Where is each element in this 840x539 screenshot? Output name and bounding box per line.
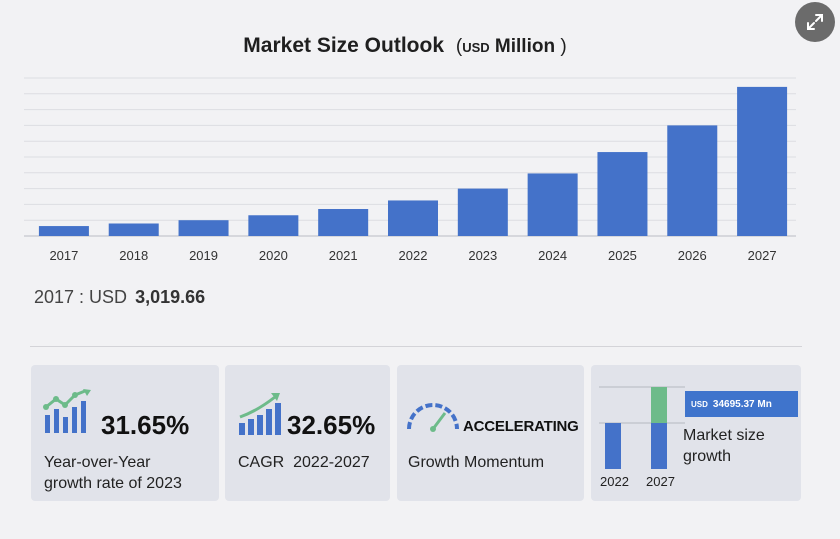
growth-chart-icon [43, 389, 91, 433]
divider [30, 346, 802, 347]
mini-bar-2022 [605, 423, 621, 469]
size-year-start: 2022 [600, 474, 629, 489]
cagr-card: 32.65% CAGR 2022-2027 [225, 365, 390, 501]
size-growth-badge: USD 34695.37 Mn [685, 391, 798, 417]
chart-title-text: Market Size Outlook [243, 34, 445, 57]
bar-2017 [38, 226, 89, 236]
x-tick-label: 2017 [49, 248, 78, 263]
yoy-label-line2: growth rate of 2023 [44, 475, 182, 492]
trend-up-icon [239, 393, 281, 435]
x-tick-label: 2021 [329, 248, 358, 263]
x-tick-label: 2018 [119, 248, 148, 263]
badge-unit: USD [691, 399, 708, 409]
x-tick-label: 2025 [608, 248, 637, 263]
momentum-value: ACCELERATING [463, 418, 579, 435]
bar-2023 [457, 188, 508, 236]
size-growth-card: 2022 2027 [591, 365, 801, 501]
x-tick-label: 2027 [748, 248, 777, 263]
momentum-card: ACCELERATING Growth Momentum [397, 365, 584, 501]
bar-2025 [597, 152, 648, 236]
bar-2027 [737, 86, 788, 236]
x-tick-label: 2020 [259, 248, 288, 263]
bar-2024 [527, 173, 578, 236]
bar-chart: 2017 2018 2019 2020 2021 2022 2023 2024 2025 2026… [24, 77, 796, 263]
size-growth-label-line2: growth [683, 448, 732, 465]
chart-title-unit: (USD Million ) [455, 36, 567, 57]
yoy-label-line1: Year-over-Year [44, 454, 151, 471]
size-growth-label-line1: Market size [683, 427, 765, 444]
x-tick-label: 2024 [538, 248, 567, 263]
badge-value: 34695.37 Mn [712, 398, 772, 410]
x-tick-label: 2023 [468, 248, 497, 263]
size-growth-mini-chart [599, 386, 685, 469]
yoy-value: 31.65% [101, 410, 190, 440]
size-year-end: 2027 [646, 474, 675, 489]
yoy-card: 31.65% Year-over-Year growth rate of 202… [31, 365, 219, 501]
bar-2019 [178, 220, 229, 236]
expand-button[interactable] [795, 2, 835, 42]
mini-bar-2027 [651, 423, 667, 469]
first-year-number: 3,019.66 [135, 287, 206, 307]
mini-bar-growth [651, 387, 667, 423]
bar-2018 [108, 223, 159, 236]
momentum-label: Growth Momentum [408, 454, 545, 471]
x-tick-label: 2022 [399, 248, 428, 263]
x-tick-label: 2026 [678, 248, 707, 263]
first-year-label: 2017 : USD [34, 287, 128, 307]
bar-2026 [667, 125, 718, 236]
size-growth-label: Market size growth [683, 425, 765, 467]
title-unit-prefix: USD [462, 40, 490, 55]
first-year-value: 2017 : USD 3,019.66 [34, 287, 205, 308]
bar-2021 [318, 209, 369, 236]
bar-2020 [248, 215, 299, 236]
title-unit: Million [494, 36, 556, 57]
chart-title: Market Size Outlook (USD Million ) [0, 34, 810, 58]
speedometer-icon [407, 403, 459, 432]
yoy-label: Year-over-Year growth rate of 2023 [44, 452, 182, 494]
cagr-value: 32.65% [287, 410, 376, 440]
x-tick-label: 2019 [189, 248, 218, 263]
bar-2022 [388, 200, 438, 236]
expand-icon [807, 14, 823, 30]
cagr-label: CAGR 2022-2027 [238, 454, 370, 471]
